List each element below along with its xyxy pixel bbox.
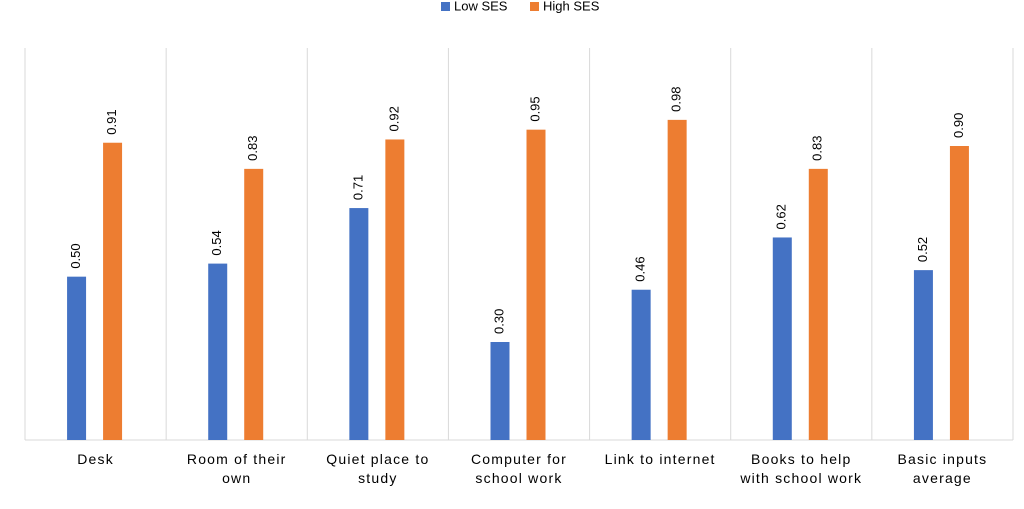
bar — [385, 139, 405, 440]
value-label: 0.54 — [209, 230, 224, 255]
x-tick-label: Room of their own — [186, 451, 287, 486]
value-label: 0.95 — [527, 96, 542, 121]
x-tick-label: Computer for school work — [470, 451, 568, 486]
bar — [667, 119, 687, 440]
value-label: 0.98 — [669, 87, 684, 112]
bar — [808, 168, 828, 440]
x-tick-label: Link to internet — [604, 451, 716, 467]
value-label: 0.83 — [245, 136, 260, 161]
legend-label: High SES — [543, 0, 600, 13]
value-label: 0.83 — [810, 136, 825, 161]
value-label: 0.52 — [915, 237, 930, 262]
value-label: 0.92 — [386, 106, 401, 131]
bar — [103, 142, 123, 440]
legend-swatch — [530, 2, 539, 11]
x-tick-label: Books to help with school work — [740, 451, 863, 486]
bar — [490, 342, 510, 440]
value-label: 0.62 — [774, 204, 789, 229]
x-tick-label: Basic inputs average — [897, 451, 988, 486]
bar — [949, 146, 969, 440]
bar — [526, 129, 546, 440]
value-label: 0.50 — [68, 243, 83, 268]
value-label: 0.46 — [633, 256, 648, 281]
value-label: 0.90 — [951, 113, 966, 138]
x-tick-label: Desk — [77, 451, 114, 467]
bar — [772, 237, 792, 440]
bar — [67, 276, 87, 440]
bar — [244, 168, 264, 440]
value-label: 0.91 — [104, 109, 119, 134]
bar — [349, 208, 369, 440]
x-tick-label: Quiet place to study — [326, 451, 430, 486]
legend-swatch — [441, 2, 450, 11]
legend-label: Low SES — [454, 0, 508, 13]
value-label: 0.30 — [491, 309, 506, 334]
bar — [208, 263, 228, 440]
value-label: 0.71 — [350, 175, 365, 200]
bar — [631, 289, 651, 440]
bar — [913, 270, 933, 440]
